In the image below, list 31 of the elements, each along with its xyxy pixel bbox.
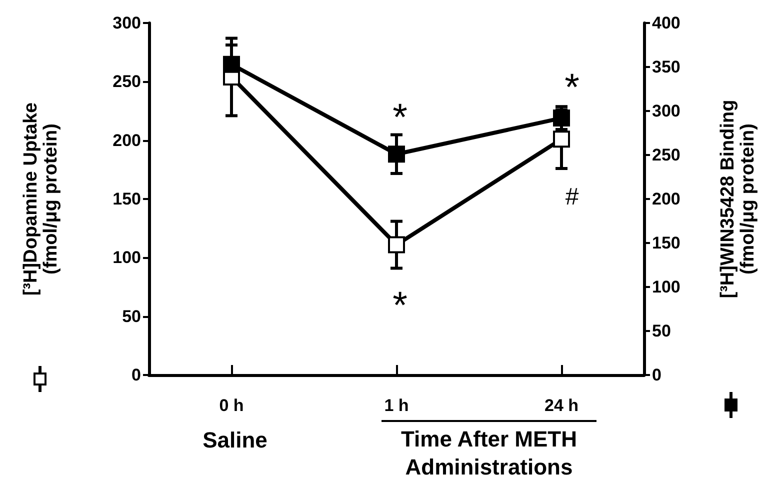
x-axis-title: Time After METH Administrations [400, 426, 578, 480]
y-tick-label: 250 [112, 72, 141, 92]
y2-tick-label: 400 [652, 14, 680, 32]
text: Saline [202, 428, 268, 452]
x-tick-label: 1 h [384, 396, 409, 415]
y2-tick-label: 100 [652, 278, 680, 296]
y-tick-label: 100 [112, 248, 141, 268]
point [388, 146, 405, 163]
annotation: * [564, 67, 580, 109]
y2-tick-label: 350 [652, 58, 680, 76]
y2-tick-label: 300 [652, 102, 680, 120]
x-tick-label: 24 h [544, 396, 579, 415]
x-tick-label: 0 h [219, 396, 244, 415]
y-axis-title: [³H]Dopamine Uptake (fmol/μg protein) [20, 102, 62, 296]
point [223, 56, 240, 73]
y-tick-label: 200 [112, 130, 141, 150]
annotation: * [392, 285, 408, 327]
y-tick-label: 300 [112, 14, 141, 32]
y2-tick-label: 50 [652, 322, 671, 340]
y-tick-label: 50 [122, 306, 141, 326]
y2-tick-label: 250 [652, 146, 680, 164]
point [553, 130, 570, 148]
annotation: * [392, 97, 408, 139]
point [388, 236, 405, 254]
y-tick-label: 0 [132, 366, 141, 384]
y2-tick-label: 0 [652, 366, 662, 384]
y2-tick-label: 150 [652, 234, 680, 252]
y2-axis-title: [³H]WIN35428 Binding (fmol/μg protein) [718, 100, 758, 298]
annotation: # [565, 184, 580, 210]
y-tick-label: 150 [112, 190, 141, 208]
y2-tick-label: 200 [652, 190, 680, 208]
